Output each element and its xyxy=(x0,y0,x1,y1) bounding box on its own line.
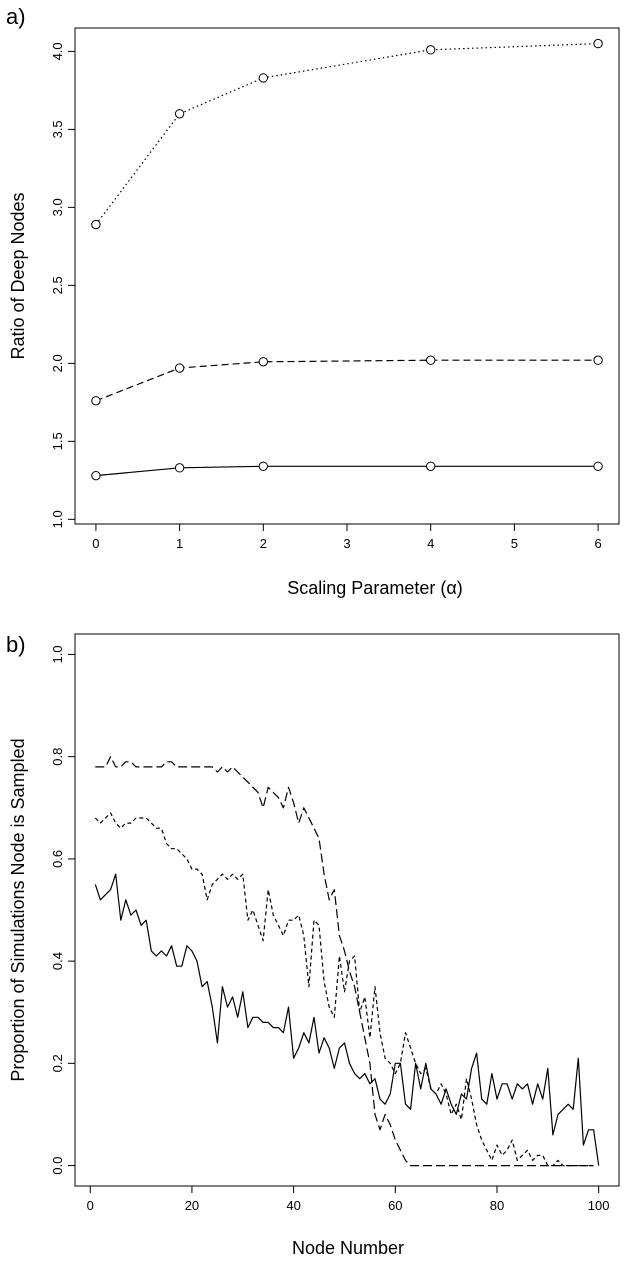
panel-a-series-1-line xyxy=(95,43,599,225)
panel-a-series-2-point xyxy=(174,363,185,373)
panel-a-series-2-point xyxy=(425,355,436,365)
panel-a-y-tick-label: 3.5 xyxy=(50,120,65,138)
panel-b-x-tick-label: 100 xyxy=(588,1198,610,1213)
panel-a-series-2-point xyxy=(258,357,269,367)
panel-b-y-tick-label: 0.2 xyxy=(50,1054,65,1072)
panel-a-x-tick-label: 2 xyxy=(260,536,267,551)
panel-a-series-1-point xyxy=(593,38,603,49)
panel-a-series-3-point xyxy=(425,461,436,471)
panel-b-y-tick-label: 0.8 xyxy=(50,748,65,766)
panel-b-y-axis-title: Proportion of Simulations Node is Sample… xyxy=(8,738,28,1081)
panel-b-x-tick-label: 20 xyxy=(185,1198,199,1213)
panel-b-label: b) xyxy=(6,632,26,657)
panel-a-x-axis-title: Scaling Parameter (α) xyxy=(287,578,462,598)
panel-a-series-1-point xyxy=(174,109,185,119)
panel-a-y-axis: 1.0 1.5 2.0 2.5 3.0 3.5 4.0 xyxy=(50,42,76,528)
panel-b-y-tick-label: 1.0 xyxy=(50,645,65,663)
panel-a-x-tick-label: 6 xyxy=(594,536,601,551)
panel-a-label: a) xyxy=(6,4,26,29)
panel-b-series-2-line xyxy=(94,812,594,1167)
panel-b-x-tick-label: 80 xyxy=(490,1198,504,1213)
panel-a-plot-frame xyxy=(74,27,620,525)
panel-b-series-3-line xyxy=(94,873,600,1166)
panel-a-x-tick-label: 1 xyxy=(176,536,183,551)
panel-b-x-axis: 0 20 40 60 80 100 xyxy=(87,1185,610,1213)
panel-b-x-tick-label: 60 xyxy=(388,1198,402,1213)
panel-a: a) 0 1 2 3 4 5 6 1.0 1.5 2.0 2.5 3.0 3.5 4.0 Scaling… xyxy=(6,4,620,598)
panel-a-y-axis-title: Ratio of Deep Nodes xyxy=(8,192,28,359)
panel-b-y-tick-label: 0.4 xyxy=(50,952,65,970)
panel-a-series-2-point xyxy=(91,396,101,406)
panel-a-x-tick-label: 5 xyxy=(511,536,518,551)
panel-a-y-tick-label: 1.5 xyxy=(50,432,65,450)
panel-b-x-tick-label: 0 xyxy=(87,1198,94,1213)
panel-a-x-tick-label: 4 xyxy=(427,536,434,551)
panel-b-series xyxy=(94,756,600,1167)
panel-a-y-tick-label: 2.0 xyxy=(50,354,65,372)
panel-b-x-tick-label: 40 xyxy=(286,1198,300,1213)
panel-a-y-tick-label: 3.0 xyxy=(50,198,65,216)
panel-a-series-3-point xyxy=(593,461,603,471)
panel-a-series-3-point xyxy=(174,463,185,473)
panel-b-plot-frame xyxy=(74,633,620,1187)
panel-b-y-tick-label: 0.0 xyxy=(50,1157,65,1175)
panel-a-series xyxy=(91,38,603,481)
panel-a-series-2-point xyxy=(593,355,603,365)
panel-a-y-tick-label: 4.0 xyxy=(50,42,65,60)
panel-a-series-3-point xyxy=(91,470,101,481)
panel-a-series-2-line xyxy=(95,359,599,402)
panel-a-x-tick-label: 0 xyxy=(92,536,99,551)
panel-a-series-1-point xyxy=(258,73,269,83)
panel-b-series-1-line xyxy=(95,756,594,1167)
panel-a-y-tick-label: 2.5 xyxy=(50,276,65,294)
panel-a-series-1-point xyxy=(425,45,436,55)
panel-b: b) 0 20 40 60 80 100 0.0 0.2 0.4 0.6 0.8 1.0 Node … xyxy=(6,632,620,1258)
panel-a-series-1-point xyxy=(91,219,101,230)
panel-b-x-axis-title: Node Number xyxy=(292,1238,404,1258)
panel-b-y-tick-label: 0.6 xyxy=(50,850,65,868)
panel-a-x-tick-label: 3 xyxy=(343,536,350,551)
panel-b-y-axis: 0.0 0.2 0.4 0.6 0.8 1.0 xyxy=(50,645,76,1175)
panel-a-series-3-line xyxy=(95,465,599,477)
panel-a-x-axis: 0 1 2 3 4 5 6 xyxy=(92,523,602,551)
panel-a-series-3-point xyxy=(258,461,269,471)
panel-a-y-tick-label: 1.0 xyxy=(50,510,65,528)
